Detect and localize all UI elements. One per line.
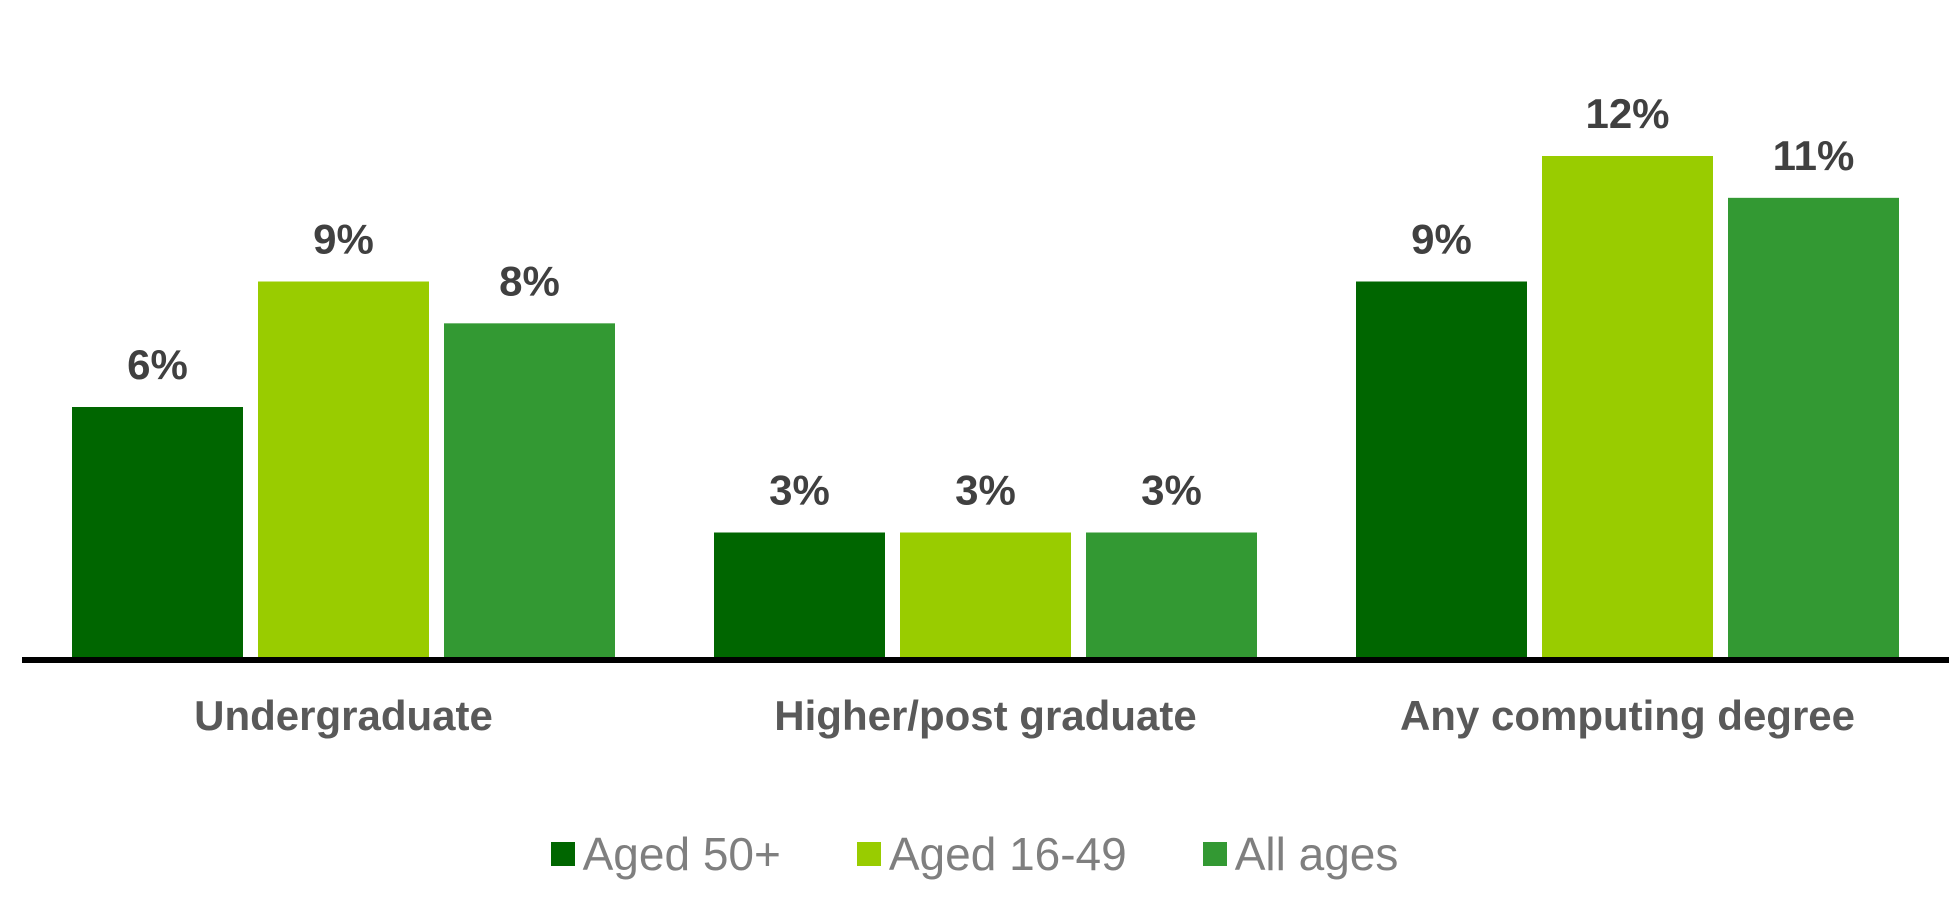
bar-0-2 [444,323,615,658]
legend: Aged 50+ Aged 16-49 All ages [0,828,1949,880]
legend-item-0: Aged 50+ [550,828,781,880]
bar-chart: 6% 9% 8% 3% 3% 3% 9% 12% 11% Undergraduate Higher… [22,90,1949,739]
bars-group [72,156,1899,659]
bar-0-1 [258,281,429,658]
value-label-2-2: 11% [1773,132,1855,179]
bar-2-0 [1356,281,1527,658]
category-label-0: Undergraduate [194,692,493,739]
value-label-1-2: 3% [1141,467,1202,514]
value-label-2-1: 12% [1585,90,1669,137]
category-labels-group: Undergraduate Higher/post graduate Any com… [194,692,1855,739]
legend-swatch [550,842,575,866]
value-label-0-0: 6% [127,341,188,388]
legend-item-2: All ages [1202,828,1399,880]
value-labels-group: 6% 9% 8% 3% 3% 3% 9% 12% 11% [127,90,1854,514]
bar-1-2 [1086,532,1257,658]
bar-2-1 [1542,156,1713,658]
legend-swatch [1202,842,1227,866]
value-label-2-0: 9% [1411,216,1472,263]
value-label-1-1: 3% [955,467,1016,514]
bar-1-1 [900,532,1071,658]
bar-2-2 [1728,197,1899,659]
legend-label: Aged 16-49 [888,828,1127,880]
bar-1-0 [714,532,885,658]
legend-label: All ages [1234,828,1399,880]
legend-item-1: Aged 16-49 [856,828,1127,880]
category-label-2: Any computing degree [1400,692,1855,739]
value-label-1-0: 3% [769,467,830,514]
legend-label: Aged 50+ [582,828,781,880]
category-label-1: Higher/post graduate [774,692,1196,739]
bar-0-0 [72,407,243,658]
legend-swatch [856,842,881,866]
value-label-0-2: 8% [499,257,560,304]
value-label-0-1: 9% [313,216,374,263]
